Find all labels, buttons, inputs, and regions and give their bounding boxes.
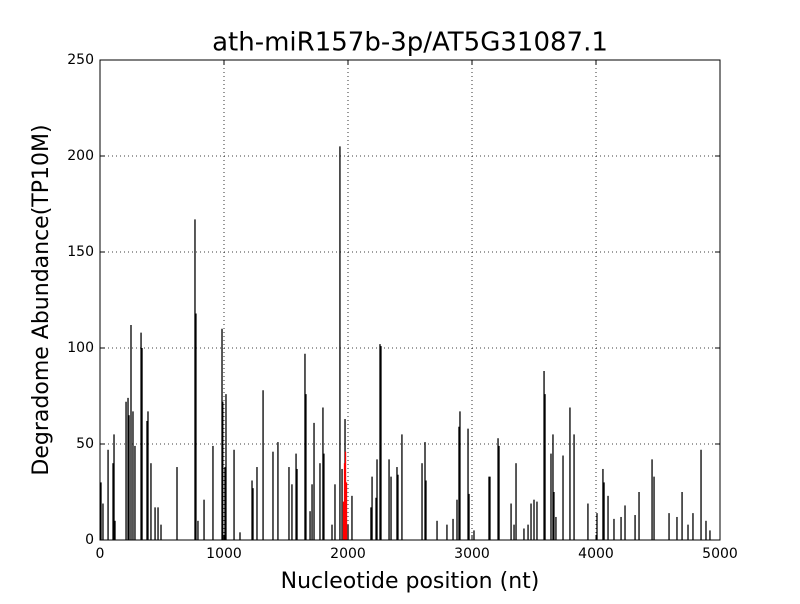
y-tick-label: 200 — [67, 148, 94, 164]
x-axis-label: Nucleotide position (nt) — [281, 569, 540, 594]
x-tick-label: 5000 — [702, 546, 738, 562]
x-tick-label: 4000 — [578, 546, 614, 562]
x-tick-label: 3000 — [454, 546, 490, 562]
x-tick-label: 1000 — [206, 546, 242, 562]
y-axis-label: Degradome Abundance(TP10M) — [29, 124, 54, 475]
x-tick-label: 2000 — [330, 546, 366, 562]
y-tick-label: 150 — [67, 244, 94, 260]
x-tick-label: 0 — [96, 546, 105, 562]
y-tick-label: 50 — [76, 436, 94, 452]
y-tick-label: 100 — [67, 340, 94, 356]
y-tick-label: 250 — [67, 52, 94, 68]
y-tick-label: 0 — [85, 532, 94, 548]
plot-frame — [99, 59, 721, 541]
chart-title: ath-miR157b-3p/AT5G31087.1 — [212, 28, 608, 58]
